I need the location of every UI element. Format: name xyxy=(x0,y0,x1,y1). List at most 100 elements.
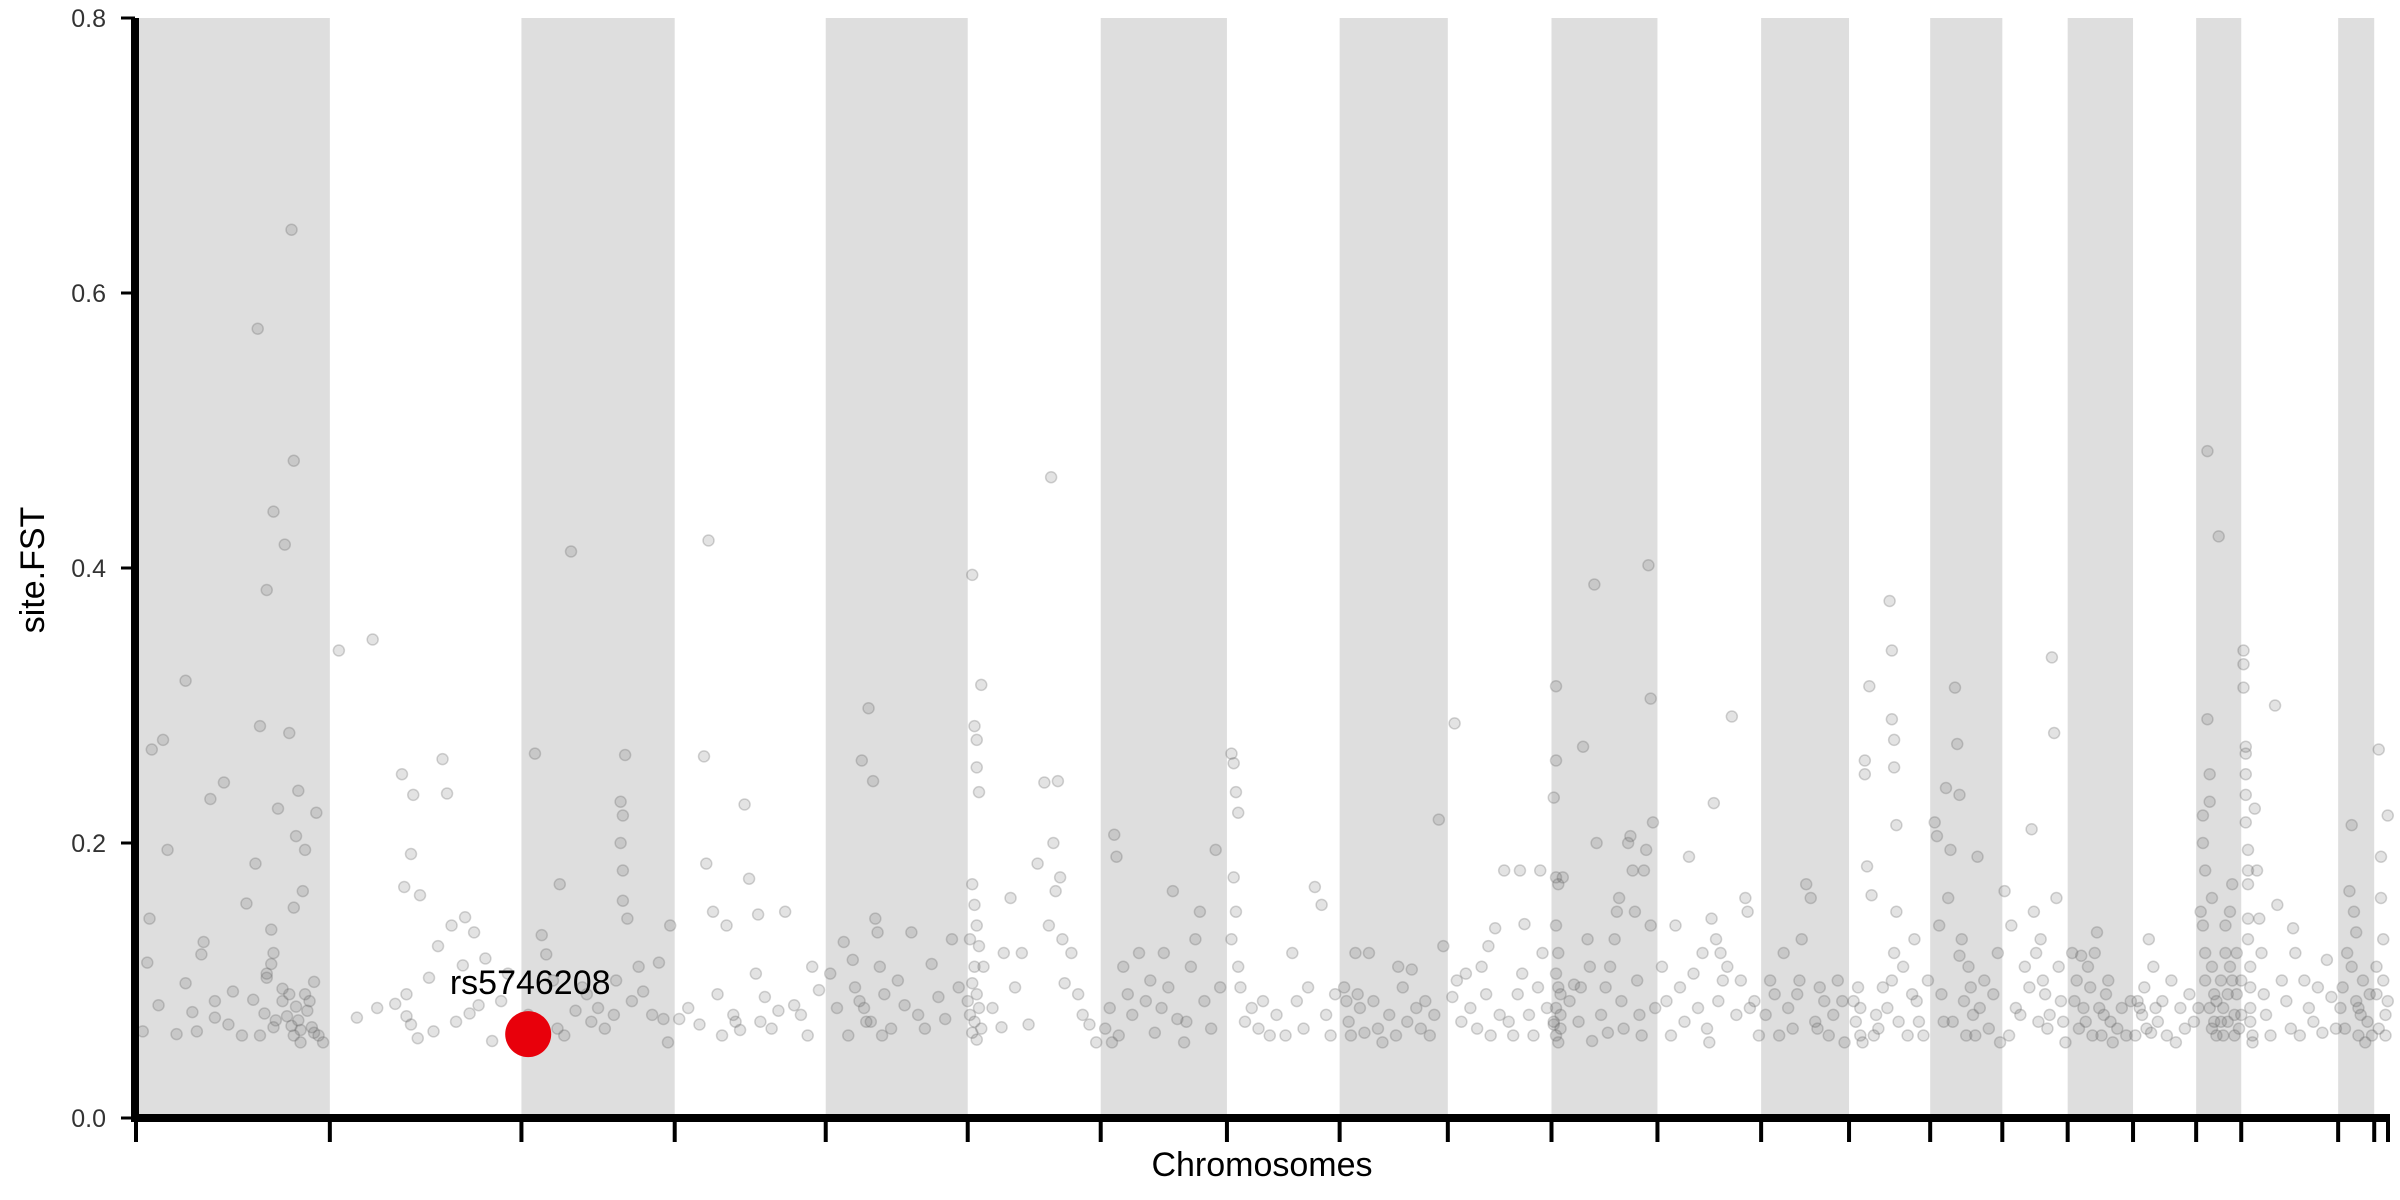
snp-point xyxy=(1225,747,1238,760)
snp-point xyxy=(2250,864,2264,877)
snp-point xyxy=(1660,994,1673,1008)
snp-point xyxy=(898,999,911,1012)
snp-point xyxy=(1953,949,1966,962)
snp-point xyxy=(2336,981,2349,994)
snp-point xyxy=(2090,926,2104,939)
snp-point xyxy=(729,1015,742,1028)
snp-point xyxy=(975,1022,988,1035)
x-axis-title: Chromosomes xyxy=(1151,1146,1372,1184)
snp-point xyxy=(616,864,630,877)
chromosome-band-13 xyxy=(1761,18,1850,1118)
y-tick-label: 0.6 xyxy=(71,280,106,308)
snp-point xyxy=(2147,960,2160,973)
snp-point xyxy=(2311,981,2325,994)
snp-point xyxy=(152,999,165,1012)
snp-point xyxy=(2352,1001,2365,1015)
snp-point xyxy=(558,1029,571,1042)
snp-point xyxy=(2216,1001,2230,1015)
snp-point xyxy=(1628,905,1642,918)
snp-point xyxy=(2376,974,2390,987)
snp-point xyxy=(1714,946,1727,960)
snp-point xyxy=(2349,926,2363,939)
snp-point xyxy=(1448,717,1461,730)
snp-point xyxy=(1252,1022,1265,1035)
snp-point xyxy=(1358,1026,1371,1039)
snp-point xyxy=(598,1022,612,1035)
y-ticks: 0.0 0.2 0.4 0.6 0.8 xyxy=(71,5,135,1133)
snp-point xyxy=(1563,994,1576,1008)
snp-point xyxy=(264,923,278,936)
chromosome-band-17 xyxy=(2067,18,2134,1118)
snp-point xyxy=(458,911,472,924)
snp-point xyxy=(1594,1008,1608,1022)
snp-point xyxy=(1887,733,1901,747)
snp-point xyxy=(301,1004,314,1017)
snp-point xyxy=(1180,1015,1193,1028)
snp-point xyxy=(1858,754,1872,767)
snp-point xyxy=(1890,905,1903,918)
snp-point xyxy=(1044,471,1058,484)
snp-point xyxy=(1885,713,1899,726)
snp-point xyxy=(2018,960,2032,973)
highlighted-snp-point xyxy=(505,1011,552,1058)
snp-point xyxy=(1389,1029,1403,1042)
snp-point xyxy=(2376,933,2390,946)
snp-point xyxy=(2289,946,2302,960)
snp-point xyxy=(2099,988,2113,1001)
snp-point xyxy=(681,1001,695,1015)
snp-point xyxy=(1982,1022,1996,1035)
snp-point xyxy=(2144,1026,2158,1039)
snp-point xyxy=(905,926,918,939)
snp-point xyxy=(2223,960,2237,973)
snp-point xyxy=(738,798,751,811)
snp-point xyxy=(2169,1036,2183,1049)
snp-point xyxy=(1752,1029,1766,1042)
snp-point xyxy=(2029,946,2043,960)
snp-point xyxy=(2072,1022,2086,1035)
snp-point xyxy=(2124,994,2138,1008)
snp-point xyxy=(1337,981,1351,994)
snp-point xyxy=(965,878,979,891)
snp-point xyxy=(860,1015,873,1028)
snp-point xyxy=(1863,680,1876,693)
chromosome-band-3 xyxy=(521,18,675,1118)
snp-point xyxy=(1639,843,1653,857)
snp-point xyxy=(370,1001,384,1015)
snp-point xyxy=(395,768,409,781)
snp-point xyxy=(715,1029,729,1042)
snp-point xyxy=(1664,1029,1678,1042)
snp-point xyxy=(404,847,418,861)
snp-point xyxy=(1615,994,1628,1008)
y-tick-label: 0.0 xyxy=(71,1105,106,1133)
snp-point xyxy=(758,990,772,1004)
snp-point xyxy=(1290,994,1304,1008)
snp-point xyxy=(156,733,170,747)
snp-point xyxy=(2219,919,2232,932)
snp-point xyxy=(1633,1008,1646,1022)
snp-point xyxy=(2225,878,2239,891)
snp-point xyxy=(316,1036,330,1049)
snp-point xyxy=(2079,1015,2092,1028)
snp-point xyxy=(711,988,724,1001)
snp-point xyxy=(269,1014,282,1027)
snp-point xyxy=(1910,994,1923,1008)
snp-point xyxy=(479,952,492,965)
snp-point xyxy=(968,719,981,733)
snp-point xyxy=(1772,1029,1786,1042)
snp-point xyxy=(292,1014,305,1027)
snp-point xyxy=(1793,974,1806,987)
snp-point xyxy=(1446,990,1459,1004)
snp-point xyxy=(1547,1018,1561,1031)
snp-point xyxy=(2268,699,2282,712)
snp-point xyxy=(616,894,630,907)
snp-point xyxy=(1993,1036,2007,1049)
snp-point xyxy=(1297,1022,1310,1035)
snp-point xyxy=(1231,806,1245,819)
snp-point xyxy=(1892,1015,1905,1028)
snp-point xyxy=(292,784,305,797)
snp-point xyxy=(1669,919,1682,932)
snp-point xyxy=(2239,788,2252,802)
snp-point xyxy=(1089,1036,1103,1049)
snp-point xyxy=(2027,905,2041,918)
snp-point xyxy=(1549,680,1563,693)
